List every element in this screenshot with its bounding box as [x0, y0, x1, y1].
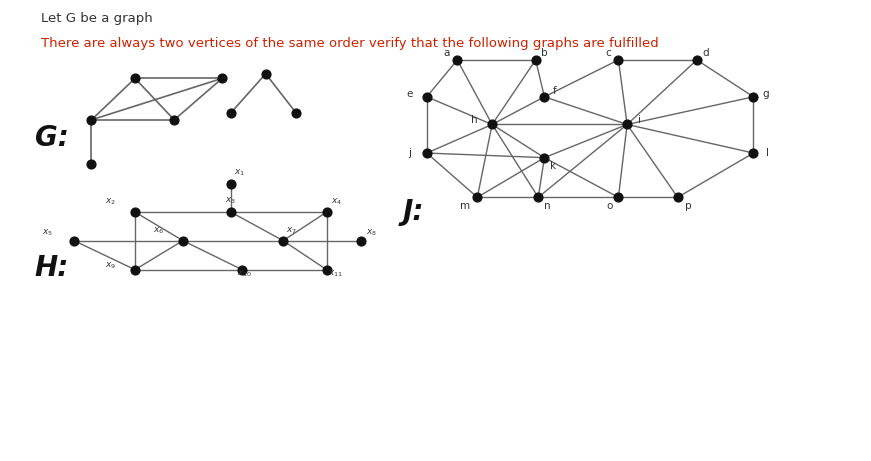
Point — [215, 75, 229, 82]
Text: $x_{2}$: $x_{2}$ — [105, 196, 116, 207]
Point — [167, 116, 181, 124]
Text: $x_{1}$: $x_{1}$ — [234, 167, 245, 178]
Text: There are always two vertices of the same order verify that the following graphs: There are always two vertices of the sam… — [41, 37, 658, 50]
Text: n: n — [544, 201, 550, 211]
Text: Let G be a graph: Let G be a graph — [41, 12, 152, 24]
Text: g: g — [762, 89, 769, 99]
Text: k: k — [550, 161, 557, 171]
Text: $x_{10}$: $x_{10}$ — [237, 268, 253, 279]
Point — [690, 56, 704, 64]
Point — [529, 56, 543, 64]
Point — [320, 208, 334, 216]
Point — [485, 121, 499, 128]
Text: j: j — [408, 148, 411, 158]
Point — [259, 70, 273, 77]
Point — [224, 208, 238, 216]
Point — [354, 237, 368, 244]
Text: b: b — [541, 47, 548, 58]
Point — [128, 208, 142, 216]
Text: J:: J: — [402, 198, 424, 226]
Text: $x_{5}$: $x_{5}$ — [43, 227, 53, 238]
Point — [276, 237, 290, 244]
Text: f: f — [553, 86, 557, 96]
Text: $x_{7}$: $x_{7}$ — [287, 225, 297, 236]
Point — [224, 181, 238, 188]
Point — [84, 116, 98, 124]
Point — [470, 194, 484, 201]
Text: $x_{8}$: $x_{8}$ — [367, 227, 377, 238]
Point — [235, 266, 249, 273]
Point — [611, 194, 625, 201]
Text: $x_{6}$: $x_{6}$ — [153, 225, 164, 236]
Point — [531, 194, 545, 201]
Point — [420, 149, 434, 157]
Point — [420, 93, 434, 100]
Text: l: l — [766, 148, 769, 158]
Text: $x_{11}$: $x_{11}$ — [327, 268, 343, 279]
Text: i: i — [638, 115, 641, 125]
Point — [67, 237, 81, 244]
Text: m: m — [460, 201, 470, 211]
Text: $x_{4}$: $x_{4}$ — [332, 196, 342, 207]
Text: o: o — [606, 201, 613, 211]
Point — [128, 266, 142, 273]
Point — [450, 56, 464, 64]
Point — [84, 160, 98, 167]
Text: $x_{9}$: $x_{9}$ — [105, 260, 116, 271]
Point — [537, 93, 551, 100]
Text: d: d — [702, 47, 709, 58]
Text: e: e — [406, 89, 413, 99]
Text: a: a — [443, 47, 450, 58]
Point — [746, 149, 760, 157]
Point — [320, 266, 334, 273]
Point — [224, 109, 238, 117]
Text: G:: G: — [35, 124, 69, 152]
Point — [537, 154, 551, 161]
Text: h: h — [471, 115, 478, 125]
Point — [746, 93, 760, 100]
Point — [611, 56, 625, 64]
Point — [620, 121, 634, 128]
Text: c: c — [605, 47, 611, 58]
Point — [671, 194, 685, 201]
Point — [128, 75, 142, 82]
Text: p: p — [685, 201, 692, 211]
Text: H:: H: — [35, 254, 69, 282]
Text: $x_{3}$: $x_{3}$ — [226, 195, 236, 206]
Point — [289, 109, 303, 117]
Point — [176, 237, 190, 244]
